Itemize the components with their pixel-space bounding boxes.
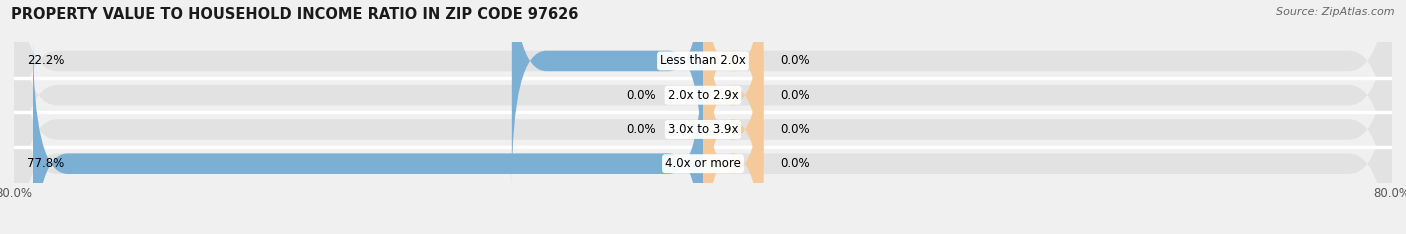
Text: 77.8%: 77.8%	[27, 157, 65, 170]
FancyBboxPatch shape	[14, 0, 1392, 234]
FancyBboxPatch shape	[512, 0, 703, 188]
FancyBboxPatch shape	[32, 37, 703, 234]
Text: 0.0%: 0.0%	[626, 89, 655, 102]
Text: 0.0%: 0.0%	[780, 157, 810, 170]
FancyBboxPatch shape	[14, 0, 1392, 222]
FancyBboxPatch shape	[703, 3, 763, 234]
FancyBboxPatch shape	[703, 0, 763, 188]
Text: 0.0%: 0.0%	[780, 123, 810, 136]
Text: 0.0%: 0.0%	[626, 123, 655, 136]
Text: 0.0%: 0.0%	[780, 89, 810, 102]
Text: 22.2%: 22.2%	[27, 55, 65, 67]
Text: 0.0%: 0.0%	[780, 55, 810, 67]
Text: 2.0x to 2.9x: 2.0x to 2.9x	[668, 89, 738, 102]
FancyBboxPatch shape	[14, 0, 1392, 234]
Text: PROPERTY VALUE TO HOUSEHOLD INCOME RATIO IN ZIP CODE 97626: PROPERTY VALUE TO HOUSEHOLD INCOME RATIO…	[11, 7, 579, 22]
FancyBboxPatch shape	[14, 3, 1392, 234]
Text: 4.0x or more: 4.0x or more	[665, 157, 741, 170]
FancyBboxPatch shape	[703, 0, 763, 222]
FancyBboxPatch shape	[703, 37, 763, 234]
Text: Less than 2.0x: Less than 2.0x	[659, 55, 747, 67]
Text: 3.0x to 3.9x: 3.0x to 3.9x	[668, 123, 738, 136]
Text: Source: ZipAtlas.com: Source: ZipAtlas.com	[1277, 7, 1395, 17]
